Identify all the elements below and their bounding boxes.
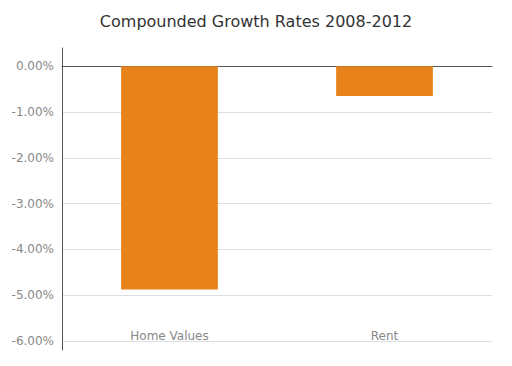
svg-text:-3.00%: -3.00% — [12, 197, 54, 211]
svg-text:-2.00%: -2.00% — [12, 151, 54, 165]
svg-text:Rent: Rent — [371, 329, 399, 343]
svg-text:-4.00%: -4.00% — [12, 242, 54, 256]
svg-text:0.00%: 0.00% — [16, 59, 54, 73]
svg-text:-6.00%: -6.00% — [12, 334, 54, 348]
svg-text:Compounded Growth Rates 2008-2: Compounded Growth Rates 2008-2012 — [100, 12, 412, 31]
svg-text:Home Values: Home Values — [130, 329, 208, 343]
svg-text:-5.00%: -5.00% — [12, 288, 54, 302]
svg-text:-1.00%: -1.00% — [12, 105, 54, 119]
